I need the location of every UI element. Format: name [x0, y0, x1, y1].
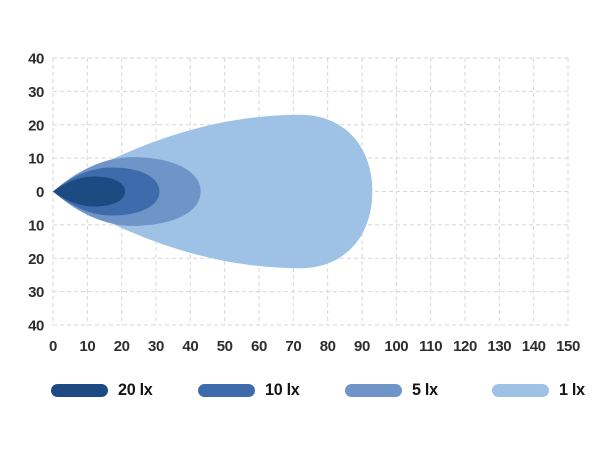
- legend-label: 20 lx: [118, 380, 153, 399]
- svg-text:120: 120: [453, 338, 477, 355]
- legend-label: 5 lx: [412, 380, 438, 399]
- svg-text:20: 20: [114, 338, 130, 355]
- beam-contour-20lx: [53, 176, 126, 207]
- legend-label: 1 lx: [559, 380, 585, 399]
- legend-swatch: [198, 383, 255, 397]
- svg-text:140: 140: [522, 338, 546, 355]
- svg-text:110: 110: [419, 338, 442, 355]
- svg-text:100: 100: [384, 338, 408, 355]
- y-axis-tick-labels: 40 30 20 10 0 10 20 30 40: [28, 51, 44, 335]
- svg-text:0: 0: [49, 338, 57, 355]
- svg-text:150: 150: [556, 338, 580, 355]
- svg-text:40: 40: [28, 318, 44, 335]
- legend: 20 lx 10 lx 5 lx 1 lx: [0, 376, 610, 404]
- legend-swatch: [51, 383, 108, 397]
- svg-text:0: 0: [36, 184, 44, 201]
- svg-text:30: 30: [28, 284, 44, 301]
- svg-text:30: 30: [28, 84, 44, 101]
- beam-contours: [53, 114, 373, 269]
- x-axis-tick-labels: 0 10 20 30 40 50 60 70 80 90 100 110 120 130 140 150: [49, 338, 580, 355]
- svg-text:40: 40: [182, 338, 198, 355]
- legend-swatch: [345, 383, 402, 397]
- svg-text:90: 90: [354, 338, 370, 355]
- legend-item: 5 lx: [345, 380, 492, 400]
- svg-text:30: 30: [148, 338, 164, 355]
- svg-text:10: 10: [28, 151, 44, 168]
- svg-text:20: 20: [28, 251, 44, 268]
- svg-text:10: 10: [79, 338, 95, 355]
- svg-text:50: 50: [217, 338, 233, 355]
- svg-text:130: 130: [487, 338, 511, 355]
- svg-text:60: 60: [251, 338, 267, 355]
- svg-text:10: 10: [28, 217, 44, 234]
- beam-contour-1lx: [53, 114, 373, 269]
- legend-item: 1 lx: [492, 380, 610, 400]
- legend-label: 10 lx: [265, 380, 300, 399]
- svg-text:20: 20: [28, 117, 44, 134]
- legend-swatch: [492, 383, 549, 397]
- svg-text:80: 80: [320, 338, 336, 355]
- svg-text:70: 70: [285, 338, 301, 355]
- legend-item: 10 lx: [198, 380, 345, 400]
- legend-item: 20 lx: [51, 380, 198, 400]
- svg-text:40: 40: [28, 51, 44, 68]
